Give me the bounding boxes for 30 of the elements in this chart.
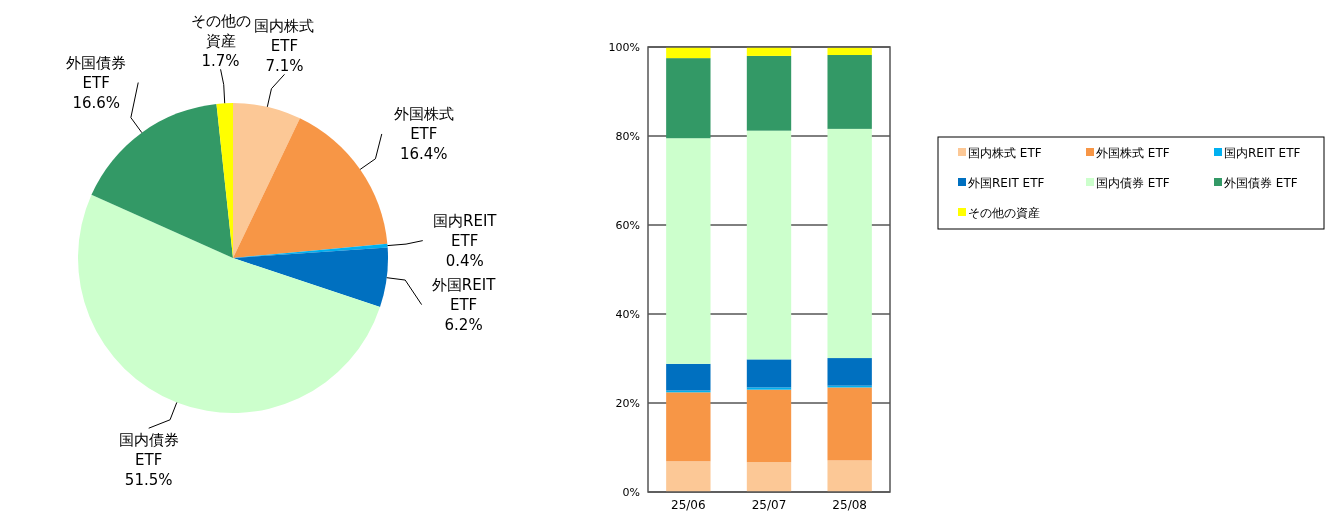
data-label: 16.4%	[399, 144, 448, 163]
slice-label: その他の資産	[190, 12, 251, 51]
legend-label: 国内株式 ETF	[968, 146, 1042, 160]
data-label: 16.6%	[72, 93, 121, 112]
y-tick-label: 80%	[615, 130, 640, 144]
x-tick-label: 25/07	[751, 497, 787, 512]
slice-label: 外国株式 ETF	[393, 104, 454, 143]
legend-label: その他の資産	[968, 206, 1040, 220]
data-label: 0.4%	[445, 251, 484, 270]
legend-label: 国内REIT ETF	[1224, 146, 1301, 160]
legend-label: 外国REIT ETF	[968, 176, 1045, 190]
y-tick-label: 100%	[608, 41, 640, 55]
data-label: 6.2%	[444, 315, 483, 334]
data-label: 51.5%	[124, 471, 173, 490]
slice-label: 外国債券 ETF	[66, 53, 127, 92]
slice-label: 外国REIT ETF	[431, 275, 497, 314]
y-tick-label: 0%	[622, 486, 640, 500]
slice-label: 国内株式 ETF	[254, 17, 315, 56]
y-tick-label: 40%	[615, 308, 640, 322]
data-label: 7.1%	[265, 57, 304, 76]
slice-label: 国内債券 ETF	[118, 431, 179, 470]
y-tick-label: 60%	[615, 219, 640, 233]
y-tick-label: 20%	[615, 397, 640, 411]
legend-label: 外国株式 ETF	[1096, 146, 1170, 160]
x-tick-label: 25/06	[671, 497, 706, 512]
x-tick-label: 25/08	[832, 497, 867, 512]
legend-label: 国内債券 ETF	[1096, 176, 1170, 190]
legend-label: 外国債券 ETF	[1224, 176, 1298, 190]
data-label: 1.7%	[201, 52, 240, 71]
slice-label: 国内REIT ETF	[433, 211, 498, 250]
